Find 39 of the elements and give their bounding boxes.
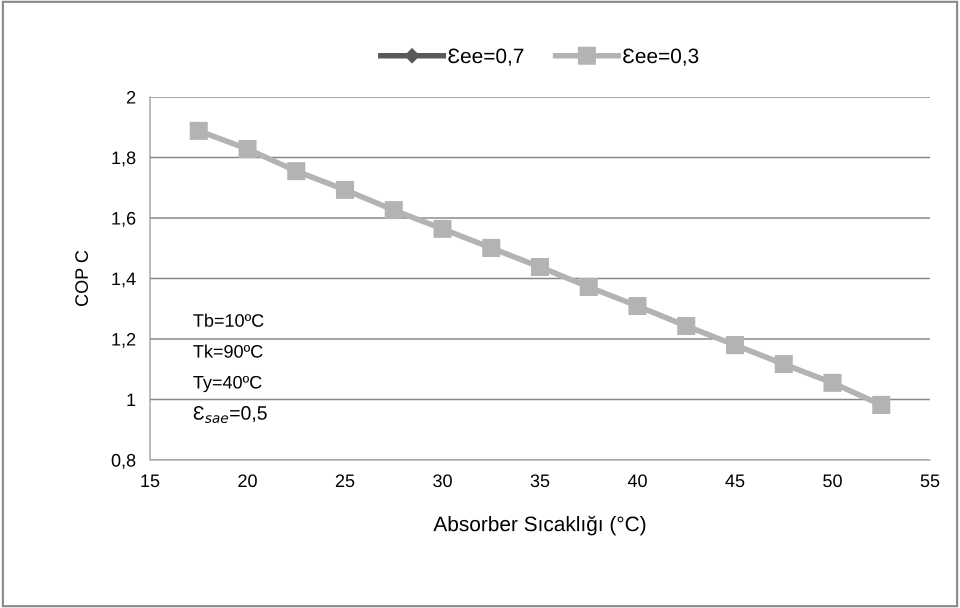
point — [238, 140, 257, 158]
point — [628, 297, 647, 316]
point — [530, 258, 550, 276]
point — [336, 180, 354, 199]
annotation: Ty=40ºC — [193, 376, 262, 392]
point — [677, 316, 696, 336]
legend-label: Ɛee=0,3 — [623, 48, 698, 66]
x-tick-label: 55 — [920, 474, 940, 488]
x-tick-label: 20 — [238, 474, 257, 488]
y-tick-label: 1 — [127, 394, 136, 406]
point — [580, 278, 598, 296]
x-tick-label: 50 — [823, 474, 842, 488]
point — [726, 336, 744, 354]
y-tick-label: 1,2 — [112, 332, 136, 348]
point — [190, 122, 208, 140]
point — [823, 374, 842, 392]
x-tick-label: 15 — [141, 474, 160, 488]
point — [482, 238, 500, 257]
legend-label: Ɛee=0,7 — [448, 48, 524, 66]
y-tick-label: 1,8 — [112, 151, 136, 166]
point — [287, 162, 306, 180]
y-tick-label: 1,4 — [112, 272, 136, 288]
x-tick-label: 45 — [725, 474, 744, 488]
point — [384, 201, 403, 220]
annotation: Tb=10ºC — [193, 314, 264, 327]
y-tick-label: 1,6 — [112, 212, 136, 227]
x-tick-label: 25 — [336, 474, 354, 488]
annotation: Tk=90ºC — [193, 344, 263, 358]
x-tick-label: 35 — [530, 474, 550, 488]
point — [774, 355, 793, 374]
y-tick-label: 0,8 — [112, 454, 136, 469]
point — [433, 220, 452, 238]
y-tick-label: 2 — [126, 90, 136, 104]
x-tick-label: 30 — [433, 474, 452, 488]
annotation: Ɛ$_{sae}$=0,5 — [194, 406, 267, 424]
point — [872, 396, 890, 414]
y-axis-title: COP C — [75, 250, 88, 306]
x-axis-title: Absorber Sıcaklığı (°C) — [433, 516, 646, 536]
x-tick-label: 40 — [628, 474, 647, 488]
